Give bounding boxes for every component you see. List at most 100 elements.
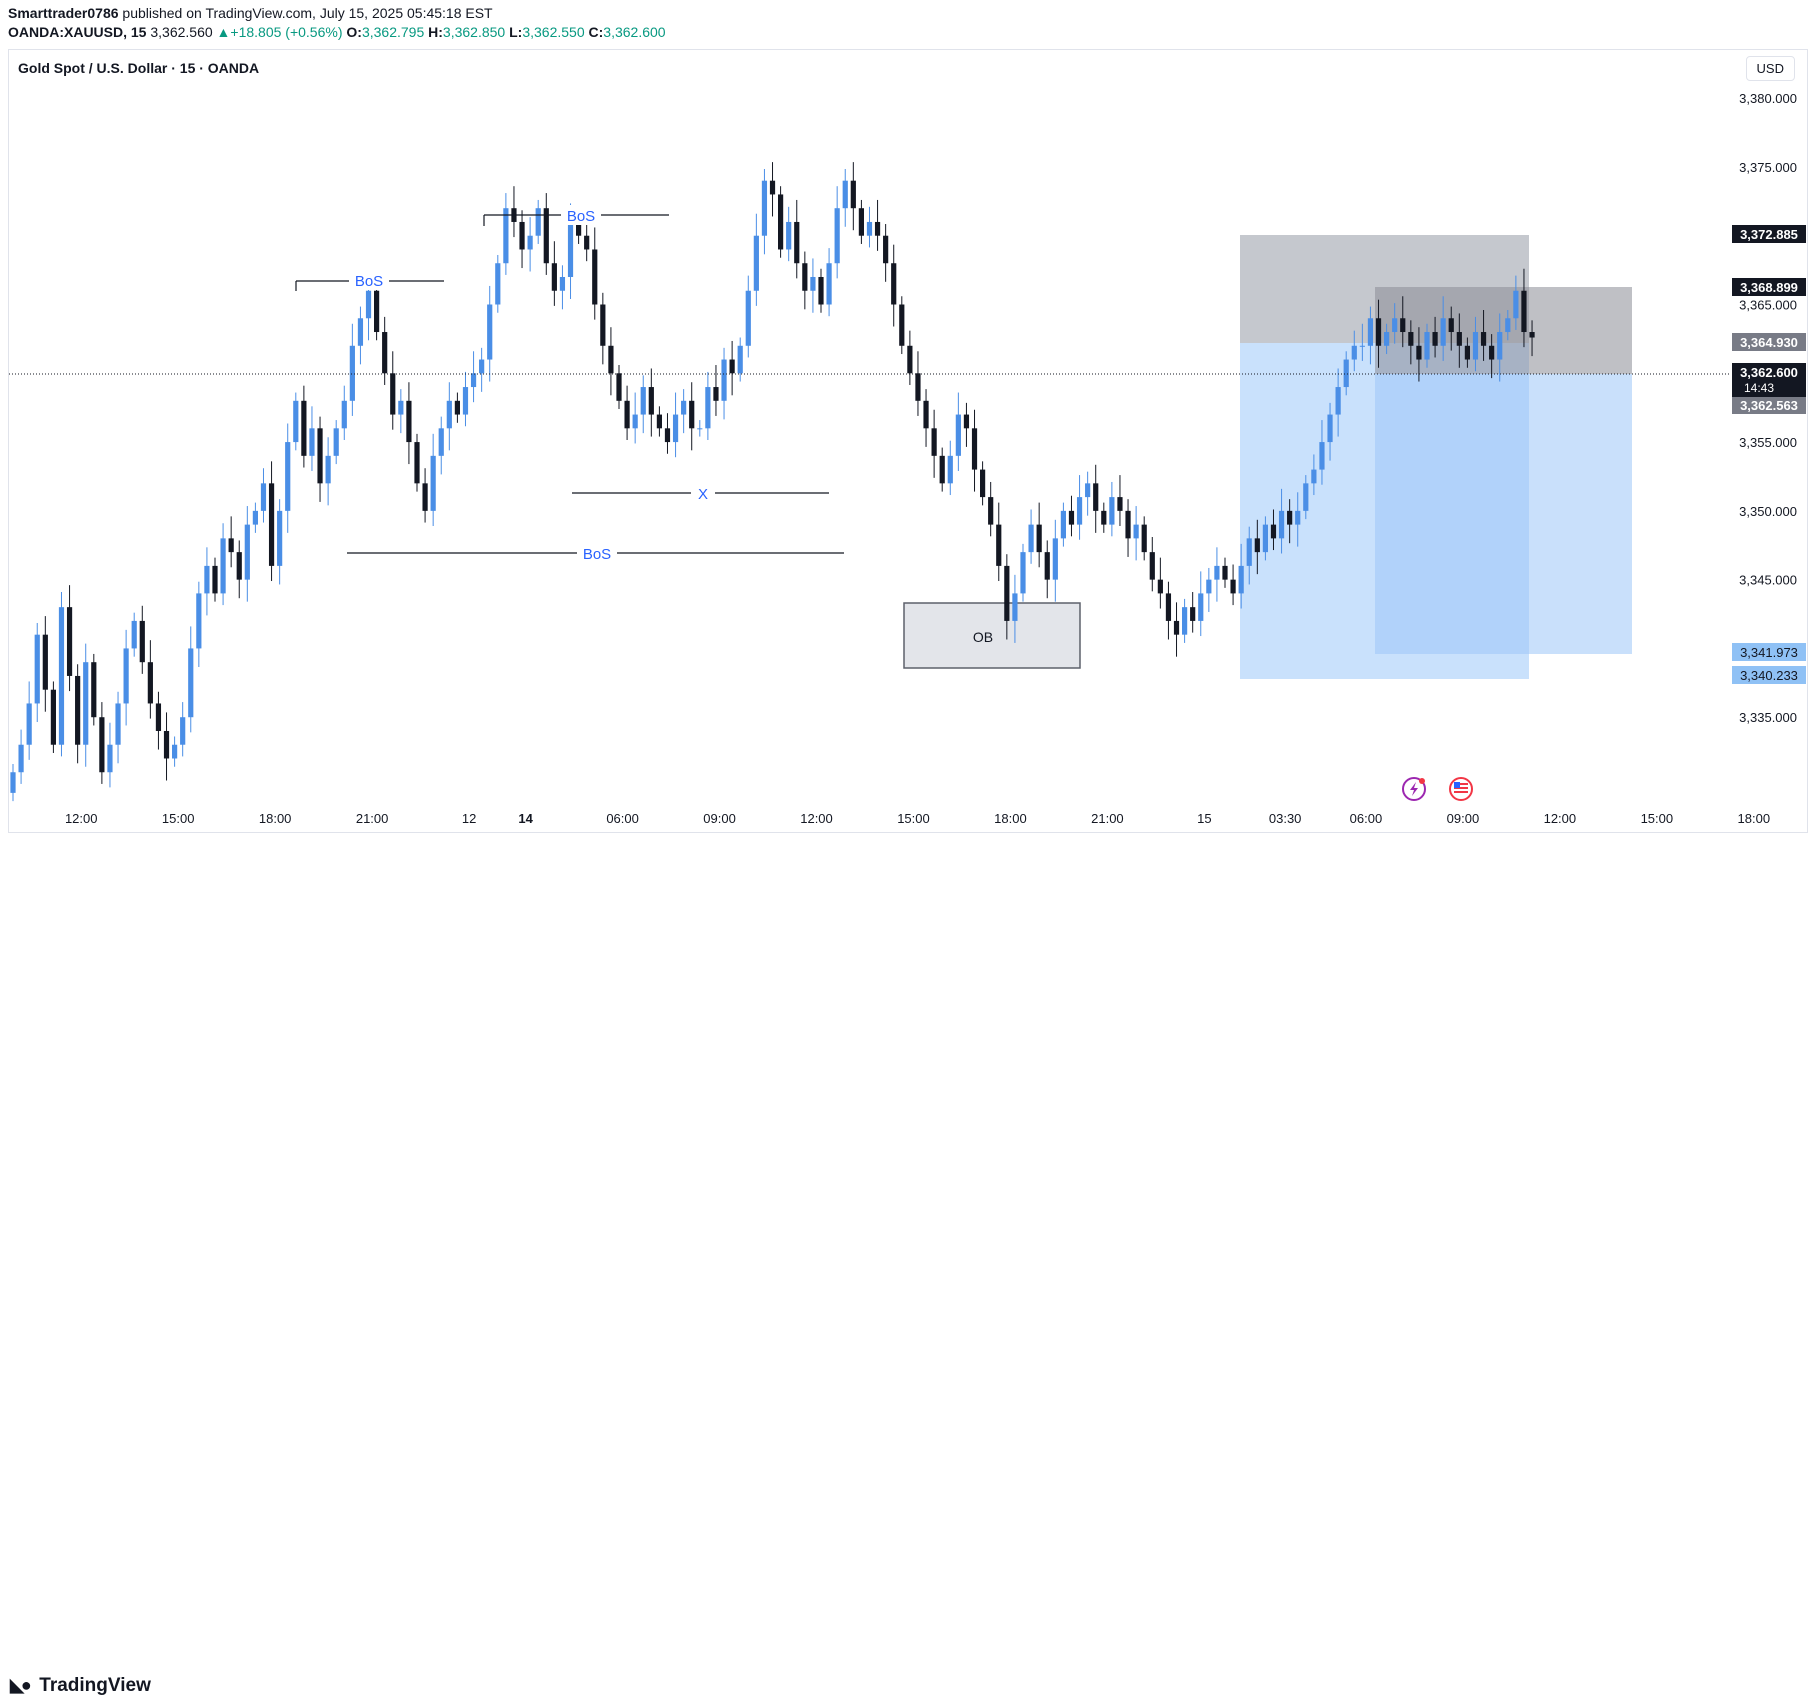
candle-body[interactable]	[1101, 510, 1107, 525]
candle-body[interactable]	[325, 455, 331, 484]
candle-body[interactable]	[600, 304, 606, 346]
candle-body[interactable]	[10, 772, 16, 793]
candle-body[interactable]	[341, 400, 347, 429]
candle-body[interactable]	[915, 373, 921, 401]
candle-body[interactable]	[713, 387, 719, 401]
candle-body[interactable]	[487, 304, 493, 360]
candle-body[interactable]	[931, 428, 937, 456]
candle-body[interactable]	[180, 717, 186, 745]
candle-body[interactable]	[1093, 483, 1099, 511]
candle-body[interactable]	[228, 538, 234, 553]
bos-label-1[interactable]: BoS	[355, 273, 383, 290]
candle-body[interactable]	[697, 428, 703, 430]
candle-body[interactable]	[1472, 332, 1479, 360]
candle-body[interactable]	[955, 414, 961, 456]
candle-body[interactable]	[519, 221, 525, 250]
candle-body[interactable]	[907, 345, 913, 374]
candle-body[interactable]	[1028, 524, 1034, 553]
candle-body[interactable]	[1173, 620, 1180, 635]
candle-body[interactable]	[438, 428, 444, 456]
candle-body[interactable]	[632, 414, 638, 429]
candle-body[interactable]	[1270, 524, 1277, 539]
candle-body[interactable]	[786, 221, 792, 250]
candle-body[interactable]	[1351, 345, 1357, 360]
candle-body[interactable]	[42, 634, 48, 690]
candle-body[interactable]	[107, 744, 113, 773]
candle-body[interactable]	[1448, 318, 1454, 333]
candle-body[interactable]	[131, 620, 137, 649]
candle-body[interactable]	[1214, 565, 1220, 580]
candle-body[interactable]	[422, 483, 428, 511]
candle-body[interactable]	[1456, 332, 1462, 346]
candle-body[interactable]	[1222, 565, 1228, 580]
candle-body[interactable]	[1020, 552, 1026, 594]
candle-body[interactable]	[778, 194, 784, 250]
candle-body[interactable]	[576, 221, 582, 236]
candle-body[interactable]	[1157, 579, 1163, 594]
candle-body[interactable]	[1359, 345, 1365, 347]
candle-body[interactable]	[947, 455, 953, 484]
candle-body[interactable]	[503, 208, 509, 264]
tp-zone-2[interactable]	[1375, 287, 1632, 374]
candle-body[interactable]	[656, 414, 662, 429]
candle-body[interactable]	[260, 483, 267, 511]
candle-body[interactable]	[1262, 524, 1268, 553]
candle-body[interactable]	[1133, 524, 1139, 539]
candle-body[interactable]	[1246, 538, 1252, 566]
candle-body[interactable]	[1125, 510, 1131, 539]
candle-body[interactable]	[745, 290, 751, 346]
ob-label[interactable]: OB	[973, 629, 993, 645]
candle-body[interactable]	[616, 373, 622, 401]
bos-label-3[interactable]: BoS	[583, 546, 611, 563]
candle-body[interactable]	[1238, 565, 1244, 594]
candle-body[interactable]	[58, 607, 65, 745]
candle-body[interactable]	[543, 208, 549, 264]
candle-body[interactable]	[155, 703, 162, 731]
candle-body[interactable]	[66, 607, 73, 676]
candle-body[interactable]	[1052, 538, 1058, 580]
candle-body[interactable]	[1480, 332, 1487, 346]
candle-body[interactable]	[1464, 345, 1470, 360]
candle-body[interactable]	[1311, 469, 1317, 484]
candle-body[interactable]	[866, 221, 873, 236]
candle-body[interactable]	[1278, 510, 1285, 539]
candle-body[interactable]	[689, 400, 695, 429]
candle-body[interactable]	[50, 689, 56, 745]
candle-body[interactable]	[592, 249, 598, 305]
candle-body[interactable]	[648, 387, 654, 415]
candle-body[interactable]	[317, 428, 323, 484]
candle-body[interactable]	[1375, 318, 1382, 346]
candle-body[interactable]	[115, 703, 121, 745]
candle-body[interactable]	[1230, 579, 1236, 594]
candle-body[interactable]	[75, 675, 81, 745]
candle-body[interactable]	[1489, 345, 1495, 360]
candle-body[interactable]	[390, 373, 396, 415]
candle-body[interactable]	[1165, 593, 1172, 621]
candle-body[interactable]	[365, 290, 372, 319]
currency-button[interactable]: USD	[1745, 56, 1795, 81]
ob-box[interactable]	[903, 602, 1081, 669]
us-flag-icon[interactable]	[1449, 777, 1473, 801]
candle-body[interactable]	[204, 565, 210, 594]
candle-body[interactable]	[139, 620, 145, 663]
candle-body[interactable]	[398, 400, 404, 415]
candle-body[interactable]	[123, 648, 129, 704]
candle-body[interactable]	[1505, 318, 1511, 333]
candle-body[interactable]	[1335, 387, 1341, 415]
candle-body[interactable]	[1036, 524, 1042, 553]
candle-body[interactable]	[1497, 332, 1503, 360]
candle-body[interactable]	[826, 263, 832, 305]
candle-body[interactable]	[268, 483, 275, 566]
candle-body[interactable]	[91, 662, 97, 718]
candle-body[interactable]	[1408, 332, 1414, 346]
candle-body[interactable]	[842, 180, 848, 209]
candle-body[interactable]	[18, 744, 24, 773]
candle-body[interactable]	[810, 276, 816, 291]
candle-body[interactable]	[899, 304, 905, 346]
candle-body[interactable]	[874, 221, 881, 236]
candle-body[interactable]	[1254, 538, 1260, 553]
candle-body[interactable]	[1521, 290, 1527, 333]
candle-body[interactable]	[729, 359, 735, 374]
candle-body[interactable]	[301, 400, 307, 456]
candle-body[interactable]	[244, 524, 250, 580]
